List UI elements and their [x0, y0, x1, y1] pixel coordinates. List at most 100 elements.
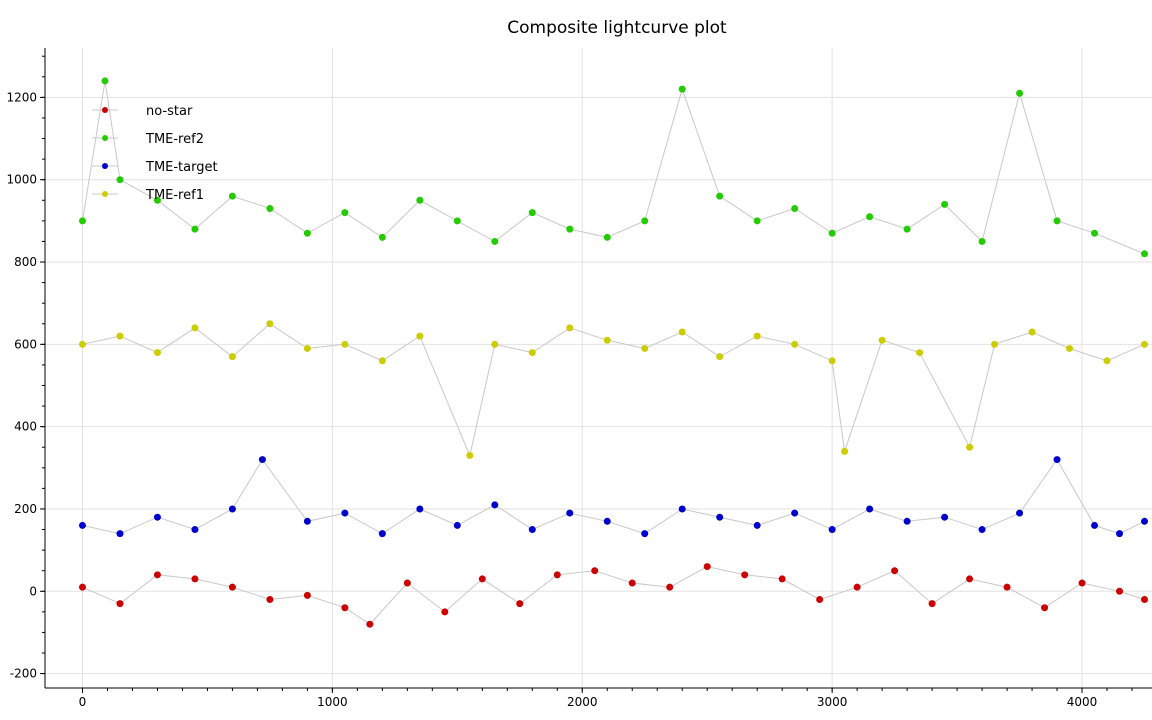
series-line-TME-target [82, 458, 1145, 535]
data-point-TME-ref2 [941, 200, 949, 208]
data-point-TME-target [678, 505, 686, 513]
data-point-TME-ref2 [1053, 217, 1061, 225]
data-point-no-star [1078, 579, 1086, 587]
axes: -200 0 200 400 600 800 1000 1200 0 1000 2000 3000 40… [6, 48, 1152, 709]
data-point-TME-ref2 [491, 237, 499, 245]
data-point-no-star [78, 583, 86, 591]
data-point-TME-target [258, 456, 266, 464]
data-point-TME-ref1 [566, 324, 574, 332]
data-point-TME-ref1 [491, 340, 499, 348]
data-point-TME-ref2 [641, 217, 649, 225]
data-point-TME-ref2 [678, 85, 686, 93]
legend-label: no-star [146, 104, 193, 119]
data-point-TME-target [753, 521, 761, 529]
data-point-TME-ref1 [1028, 328, 1036, 336]
data-point-TME-ref1 [603, 336, 611, 344]
data-point-no-star [891, 567, 899, 575]
data-point-no-star [266, 596, 274, 604]
data-point-TME-ref2 [753, 217, 761, 225]
data-point-TME-target [116, 530, 124, 538]
y-tick-label: 800 [14, 255, 37, 269]
legend: no-star TME-ref2 TME-target TME-ref1 [92, 104, 218, 203]
data-point-TME-ref2 [153, 196, 161, 204]
data-point-TME-ref2 [1141, 250, 1149, 258]
data-point-TME-ref2 [528, 209, 536, 217]
x-tick-label: 1000 [317, 695, 348, 709]
series-line-no-star [82, 566, 1145, 625]
data-point-TME-target [303, 517, 311, 525]
legend-label: TME-ref2 [145, 132, 204, 147]
x-tick-label: 4000 [1067, 695, 1098, 709]
legend-marker [102, 191, 108, 197]
data-point-TME-ref1 [641, 344, 649, 352]
data-point-TME-ref1 [266, 320, 274, 328]
chart-title: Composite lightcurve plot [507, 18, 727, 38]
data-point-no-star [816, 596, 824, 604]
data-point-TME-ref1 [791, 340, 799, 348]
data-point-TME-ref1 [678, 328, 686, 336]
data-point-TME-ref2 [866, 213, 874, 221]
data-point-TME-ref2 [416, 196, 424, 204]
data-point-TME-target [903, 517, 911, 525]
y-tick-label: -200 [10, 667, 37, 681]
data-point-TME-ref2 [903, 225, 911, 233]
data-point-TME-target [191, 526, 199, 534]
data-point-no-star [341, 604, 349, 612]
data-point-no-star [403, 579, 411, 587]
data-point-TME-ref2 [1091, 229, 1099, 237]
data-point-no-star [553, 571, 561, 579]
data-point-TME-target [866, 505, 874, 513]
data-point-TME-ref1 [1066, 344, 1074, 352]
data-point-TME-ref1 [378, 357, 386, 365]
data-point-TME-ref2 [716, 192, 724, 200]
data-point-TME-ref1 [153, 349, 161, 357]
legend-label: TME-ref1 [145, 188, 204, 203]
data-point-TME-target [828, 526, 836, 534]
y-tick-label: 400 [14, 420, 37, 434]
data-point-no-star [966, 575, 974, 583]
y-tick-label: 200 [14, 502, 37, 516]
data-point-TME-target [791, 509, 799, 517]
data-point-TME-ref2 [978, 237, 986, 245]
data-point-TME-ref2 [453, 217, 461, 225]
data-point-TME-target [228, 505, 236, 513]
data-point-TME-target [978, 526, 986, 534]
y-tick-label: 600 [14, 337, 37, 351]
data-point-TME-target [491, 501, 499, 509]
data-point-TME-target [1053, 456, 1061, 464]
data-point-TME-target [1141, 517, 1149, 525]
data-point-no-star [441, 608, 449, 616]
series-line-TME-ref1 [82, 323, 1145, 458]
data-point-TME-ref1 [303, 344, 311, 352]
data-point-TME-target [378, 530, 386, 538]
data-point-TME-ref1 [916, 349, 924, 357]
data-point-TME-ref2 [603, 233, 611, 241]
data-point-TME-ref2 [266, 205, 274, 213]
legend-marker [102, 163, 108, 169]
data-point-TME-ref2 [191, 225, 199, 233]
data-points [78, 77, 1149, 628]
connecting-lines [82, 80, 1145, 625]
data-point-no-star [628, 579, 636, 587]
data-point-TME-ref1 [1103, 357, 1111, 365]
data-point-TME-ref1 [466, 451, 474, 459]
data-point-TME-target [641, 530, 649, 538]
x-tick-label: 3000 [817, 695, 848, 709]
data-point-no-star [741, 571, 749, 579]
data-point-TME-ref1 [991, 340, 999, 348]
data-point-TME-ref1 [191, 324, 199, 332]
data-point-TME-ref1 [753, 332, 761, 340]
data-point-TME-ref1 [841, 447, 849, 455]
data-point-TME-target [941, 513, 949, 521]
data-point-no-star [516, 600, 524, 608]
data-point-TME-target [716, 513, 724, 521]
data-point-TME-ref1 [1141, 340, 1149, 348]
data-point-TME-ref1 [116, 332, 124, 340]
data-point-TME-ref2 [78, 217, 86, 225]
data-point-no-star [303, 591, 311, 599]
data-point-no-star [1041, 604, 1049, 612]
data-point-TME-target [1091, 521, 1099, 529]
data-point-no-star [853, 583, 861, 591]
data-point-TME-target [453, 521, 461, 529]
data-point-TME-target [528, 526, 536, 534]
